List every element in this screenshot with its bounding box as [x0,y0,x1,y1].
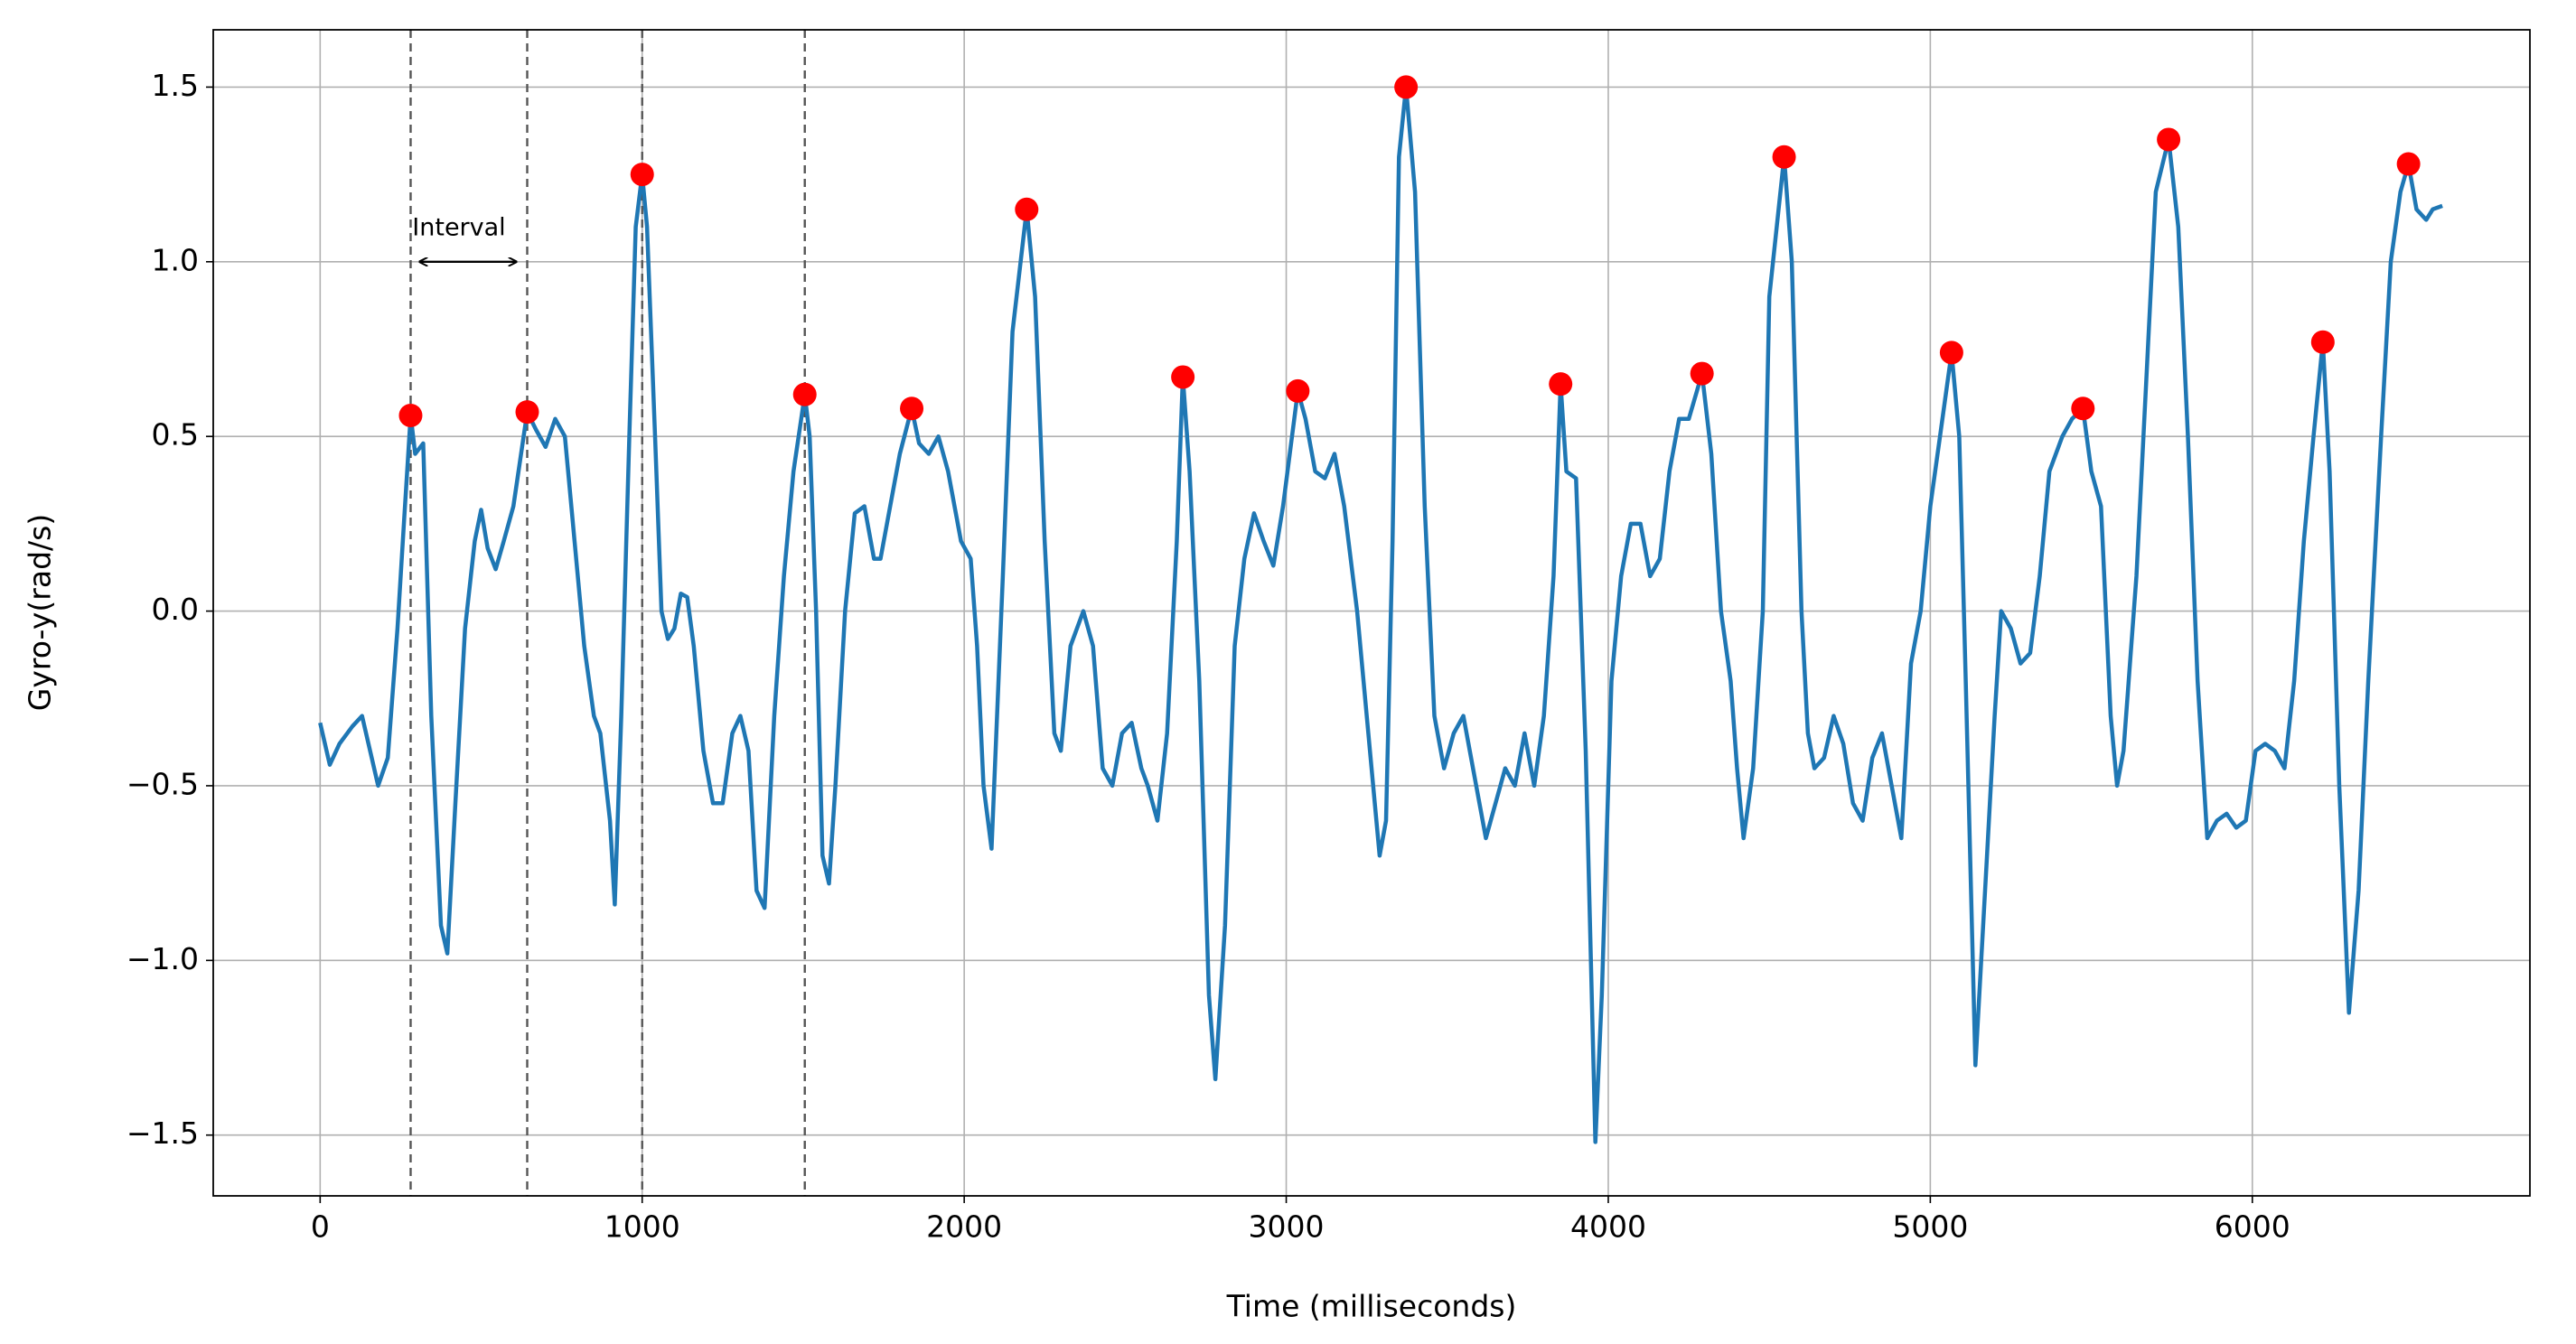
peak-marker [900,397,924,421]
annotation: Interval [412,213,505,241]
y-tick-label: 1.5 [152,68,199,103]
y-axis-label: Gyro-y(rad/s) [23,514,58,711]
peak-marker [1394,75,1419,99]
x-tick-label: 4000 [1570,1209,1646,1245]
peak-marker [630,163,654,187]
x-tick-label: 3000 [1249,1209,1325,1245]
peak-marker [398,403,423,427]
peak-marker [1015,197,1039,221]
x-tick-label: 5000 [1892,1209,1968,1245]
peak-marker [1171,365,1195,389]
x-tick-label: 1000 [604,1209,680,1245]
peak-marker [2071,397,2095,421]
peak-marker [1690,361,1714,386]
peak-marker [1772,145,1796,169]
y-tick-label: −1.0 [126,941,199,976]
peak-marker [2396,152,2421,176]
plot-frame [212,29,2531,1197]
peak-marker [1939,341,1963,365]
y-tick-label: −0.5 [126,766,199,801]
y-tick-label: 1.0 [152,242,199,277]
y-tick-label: 0.0 [152,592,199,627]
peak-marker [2157,127,2181,152]
peak-marker [1549,372,1573,397]
data-line [318,85,2443,1144]
x-tick-label: 0 [311,1209,330,1245]
y-tick-label: 0.5 [152,417,199,453]
peak-marker [2310,330,2335,354]
y-tick-label: −1.5 [126,1115,199,1151]
peak-marker [515,400,539,425]
x-tick-label: 2000 [926,1209,1002,1245]
peak-marker [792,382,817,406]
x-axis-label: Time (milliseconds) [1226,1289,1517,1324]
peak-marker [1286,378,1310,403]
x-tick-label: 6000 [2215,1209,2290,1245]
